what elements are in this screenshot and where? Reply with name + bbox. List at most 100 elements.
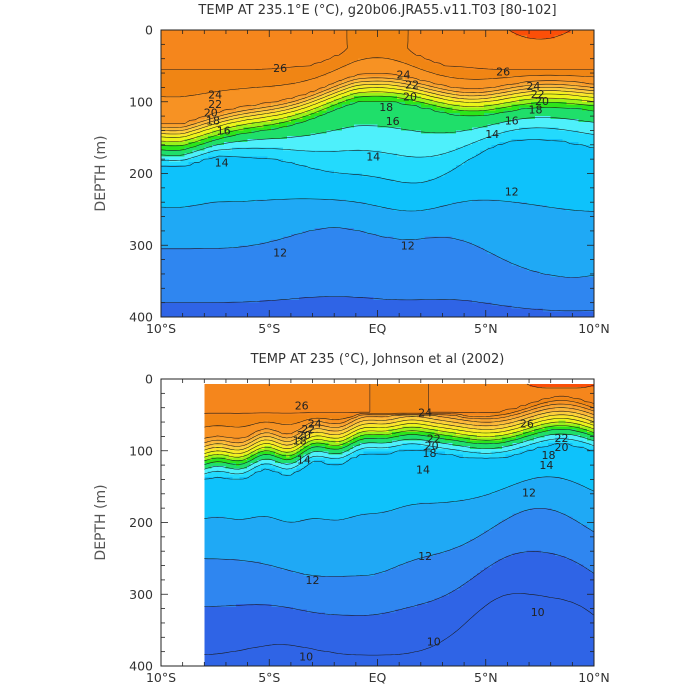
field-cell [251, 236, 257, 241]
field-cell [164, 50, 170, 54]
field-cell [192, 230, 198, 235]
field-cell [239, 184, 245, 189]
field-cell [239, 84, 245, 88]
field-cell [267, 141, 272, 146]
field-cell [251, 87, 257, 91]
field-cell [208, 205, 213, 209]
field-cell [227, 47, 233, 51]
field-cell [172, 110, 178, 114]
field-cell [235, 291, 241, 295]
field-cell [200, 110, 205, 114]
field-cell [247, 179, 253, 183]
field-cell [275, 193, 280, 198]
field-cell [231, 299, 237, 304]
field-cell [188, 90, 194, 94]
field-cell [216, 41, 221, 45]
field-cell [239, 305, 245, 309]
field-cell [204, 225, 209, 229]
field-cell [279, 141, 284, 146]
field-cell [192, 271, 198, 275]
field-cell [161, 205, 166, 209]
field-cell [188, 116, 194, 120]
field-cell [188, 271, 194, 275]
field-cell [239, 253, 245, 258]
field-cell [188, 93, 194, 97]
field-cell [192, 124, 198, 129]
field-cell [279, 84, 284, 88]
field-cell [192, 207, 198, 212]
field-cell [275, 90, 280, 94]
field-cell [231, 282, 237, 287]
field-cell [192, 32, 198, 37]
field-cell [263, 273, 268, 278]
field-cell [164, 136, 170, 140]
field-cell [286, 55, 292, 60]
field-cell [251, 173, 257, 177]
field-cell [271, 61, 276, 66]
field-cell [259, 147, 264, 152]
field-cell [283, 41, 288, 45]
field-cell [271, 159, 276, 163]
field-cell [271, 219, 276, 223]
field-cell [200, 164, 205, 169]
field-cell [184, 52, 190, 57]
field-cell [251, 147, 257, 152]
field-cell [220, 87, 225, 91]
field-cell [172, 64, 178, 68]
field-cell [184, 110, 190, 114]
field-cell [208, 38, 213, 43]
field-cell [279, 93, 284, 97]
field-cell [259, 314, 264, 318]
field-cell [263, 225, 268, 229]
field-cell [184, 32, 190, 37]
field-cell [200, 73, 205, 77]
field-cell [259, 248, 264, 252]
field-cell [223, 205, 229, 209]
field-cell [263, 156, 268, 160]
field-cell [164, 90, 170, 94]
field-cell [231, 253, 237, 258]
field-cell [279, 282, 284, 287]
field-cell [164, 150, 170, 155]
field-cell [184, 44, 190, 48]
field-cell [259, 107, 264, 111]
field-cell [271, 308, 276, 312]
field-cell [216, 207, 221, 212]
field-cell [243, 202, 249, 206]
field-cell [267, 93, 272, 97]
field-cell [243, 219, 249, 223]
field-cell [172, 118, 178, 123]
field-cell [168, 314, 174, 318]
field-cell [180, 294, 186, 298]
field-cell [271, 279, 276, 284]
field-cell [275, 159, 280, 163]
field-cell [255, 285, 261, 289]
field-cell [220, 205, 225, 209]
field-cell [283, 216, 288, 221]
field-cell [188, 38, 194, 43]
field-cell [204, 159, 209, 163]
field-cell [239, 70, 245, 74]
field-cell [188, 225, 194, 229]
field-cell [216, 52, 221, 57]
field-cell [192, 173, 198, 177]
field-cell [220, 98, 225, 103]
field-cell [192, 167, 198, 172]
field-cell [212, 230, 217, 235]
field-cell [188, 104, 194, 109]
field-cell [216, 265, 221, 269]
field-cell [227, 262, 233, 266]
field-cell [176, 187, 182, 192]
field-cell [271, 52, 276, 57]
field-cell [180, 70, 186, 74]
field-cell [204, 38, 209, 43]
field-cell [164, 170, 170, 175]
field-cell [188, 259, 194, 264]
field-cell [204, 61, 209, 66]
field-cell [267, 207, 272, 212]
field-cell [223, 41, 229, 45]
field-cell [196, 101, 201, 106]
field-cell [208, 222, 213, 226]
field-cell [271, 162, 276, 166]
field-cell [176, 282, 182, 287]
